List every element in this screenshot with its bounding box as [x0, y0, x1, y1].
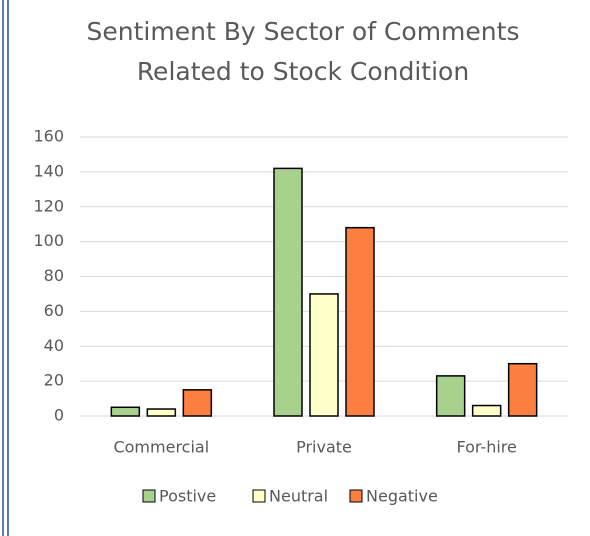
y-tick-label: 160: [33, 127, 64, 146]
y-tick-label: 0: [54, 406, 64, 425]
legend-label: Negative: [366, 487, 438, 506]
legend-label: Postive: [159, 487, 216, 506]
y-tick-label: 140: [33, 161, 64, 180]
chart-title: Sentiment By Sector of Comments: [87, 17, 520, 46]
legend-label: Neutral: [269, 487, 328, 506]
y-tick-label: 100: [33, 231, 64, 250]
bar: [435, 375, 466, 417]
legend-swatch: [252, 489, 266, 503]
bar: [345, 226, 375, 417]
legend-swatch: [142, 489, 156, 503]
bar: [309, 293, 339, 417]
bar: [110, 406, 141, 417]
y-tick-label: 120: [33, 196, 64, 215]
bar: [273, 167, 303, 417]
bar: [471, 404, 502, 417]
chart-title: Related to Stock Condition: [137, 57, 469, 86]
y-tick-label: 60: [44, 301, 64, 320]
x-tick-label: Commercial: [113, 438, 209, 457]
bar: [146, 408, 177, 417]
bar: [182, 389, 213, 417]
legend-swatch: [349, 489, 363, 503]
x-tick-label: Private: [296, 438, 352, 457]
y-tick-label: 40: [44, 336, 64, 355]
bar: [507, 362, 538, 417]
x-tick-label: For-hire: [456, 438, 516, 457]
y-tick-label: 80: [44, 266, 64, 285]
y-tick-label: 20: [44, 371, 64, 390]
